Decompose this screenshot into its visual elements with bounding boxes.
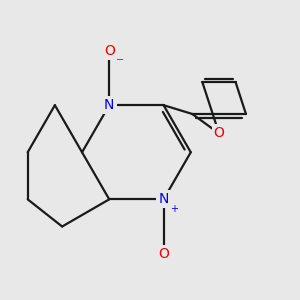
Text: O: O	[104, 44, 115, 58]
Text: O: O	[214, 127, 224, 140]
Text: O: O	[158, 247, 169, 261]
Text: N: N	[158, 192, 169, 206]
Text: −: −	[116, 56, 124, 65]
Text: N: N	[104, 98, 114, 112]
Text: +: +	[170, 204, 178, 214]
